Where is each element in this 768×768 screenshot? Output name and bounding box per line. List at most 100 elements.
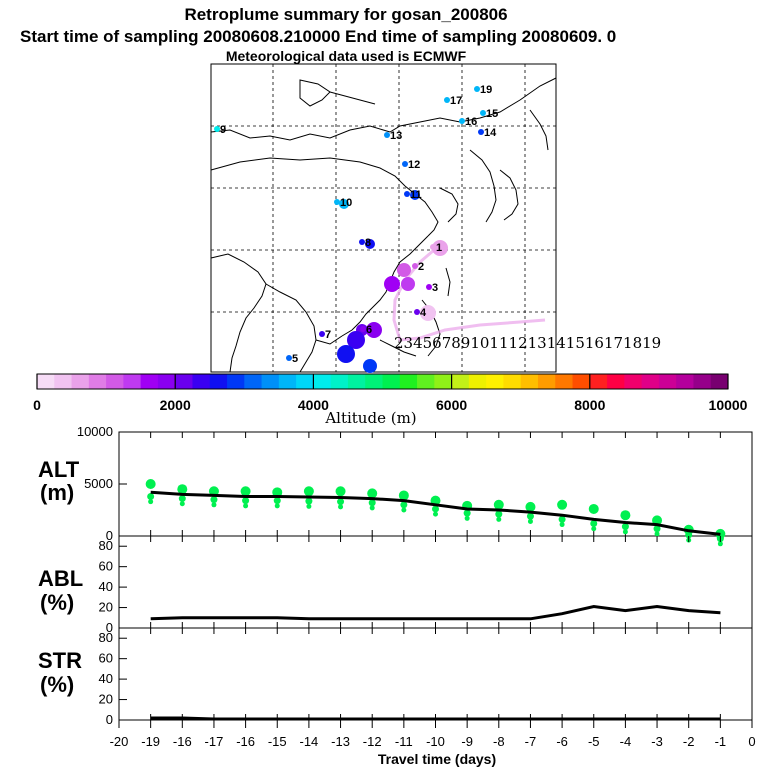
- met-data-source: Meteorological data used is ECMWF: [226, 48, 467, 64]
- y-tick-label: 40: [99, 579, 113, 594]
- map-day-label: 15: [486, 108, 498, 120]
- colorbar-swatch: [88, 374, 107, 389]
- alt-cluster-point: [685, 531, 693, 539]
- colorbar-swatch: [399, 374, 418, 389]
- series-line: [150, 716, 721, 721]
- alt-cluster-point: [559, 522, 565, 528]
- alt-cluster-point: [179, 501, 185, 507]
- alt-panel-name: ALT (m): [38, 457, 80, 505]
- alt-cluster-point: [338, 504, 344, 510]
- colorbar-tick-label: 6000: [436, 397, 467, 413]
- plume-point: [339, 199, 349, 209]
- x-tick-label: 0: [748, 734, 755, 749]
- map-day-marker: [214, 126, 220, 132]
- map-day-marker: [384, 132, 390, 138]
- colorbar-swatch: [313, 374, 332, 389]
- plume-point: [420, 305, 436, 321]
- map-day-marker: [459, 118, 465, 124]
- alt-cluster-point: [242, 497, 250, 505]
- map-day-marker: [412, 263, 418, 269]
- map-day-marker: [334, 199, 340, 205]
- colorbar-swatch: [537, 374, 556, 389]
- map-day-label: 13: [390, 130, 402, 142]
- plume-point: [337, 345, 355, 363]
- alt-cluster-point: [591, 526, 597, 532]
- colorbar-swatch: [365, 374, 383, 389]
- alt-cluster-point: [178, 495, 186, 503]
- colorbar-swatch: [382, 374, 401, 389]
- alt-title: ALT: [38, 457, 80, 482]
- colorbar-swatch: [520, 374, 539, 389]
- colorbar-swatch: [417, 374, 435, 389]
- x-tick-label: -20: [110, 734, 129, 749]
- abl-title: ABL: [38, 566, 83, 591]
- x-tick-label: -17: [205, 734, 224, 749]
- plume-point: [363, 359, 377, 373]
- alt-cluster-point: [243, 503, 249, 509]
- alt-cluster-point: [588, 503, 599, 514]
- altitude-colorbar: [36, 373, 729, 390]
- plume-point: [401, 277, 415, 291]
- map-day-label: 10: [340, 197, 352, 209]
- x-tick-label: -4: [620, 734, 632, 749]
- y-tick-label: 80: [99, 538, 113, 553]
- y-tick-label: 60: [99, 651, 113, 666]
- map-day-label: 7: [325, 329, 331, 341]
- map-day-marker: [402, 161, 408, 167]
- plume-cluster-points: [337, 190, 448, 373]
- colorbar-swatch: [607, 374, 625, 389]
- alt-cluster-point: [557, 499, 568, 510]
- alt-cluster-point: [208, 486, 219, 497]
- alt-cluster-point: [240, 486, 251, 497]
- colorbar-tick-label: 8000: [574, 397, 605, 413]
- colorbar-swatch: [140, 374, 159, 389]
- alt-cluster-point: [621, 523, 629, 531]
- alt-cluster-point: [652, 515, 663, 526]
- colorbar-swatch: [555, 374, 574, 389]
- map-day-label: 17: [450, 95, 462, 107]
- alt-cluster-point: [211, 502, 217, 508]
- x-tick-label: -5: [588, 734, 600, 749]
- alt-cluster-point: [653, 525, 661, 533]
- str-plot-frame: [118, 627, 753, 721]
- series-line: [150, 604, 721, 621]
- y-tick-label: 10000: [77, 424, 113, 439]
- colorbar-swatch: [278, 374, 297, 389]
- map-day-marker: [480, 110, 486, 116]
- alt-cluster-point: [306, 503, 312, 509]
- x-tick-label: -10: [426, 734, 445, 749]
- colorbar-ticks: 0 2000 4000 6000 8000 10000: [33, 374, 748, 413]
- alt-cluster-point: [145, 479, 156, 489]
- alt-cluster-point: [401, 507, 407, 513]
- colorbar-swatch: [209, 374, 228, 389]
- colorbar-swatch: [330, 374, 349, 389]
- x-tick-label: -11: [395, 734, 413, 749]
- str-unit: (%): [40, 672, 74, 697]
- x-tick-label: -1: [715, 734, 727, 749]
- map-day-label: 1: [436, 242, 442, 254]
- y-tick-label: 80: [99, 630, 113, 645]
- colorbar-swatch: [54, 374, 73, 389]
- plume-point: [410, 190, 420, 200]
- colorbar-tick-label: 2000: [160, 397, 191, 413]
- map-day-label: 14: [484, 127, 497, 139]
- x-tick-label: -16: [236, 734, 255, 749]
- alt-cluster-point: [590, 520, 598, 528]
- map-day-label: 8: [365, 237, 371, 249]
- alt-cluster-point: [527, 518, 533, 524]
- alt-cluster-point: [463, 509, 471, 517]
- colorbar-swatch: [434, 374, 453, 389]
- map-day-marker: [474, 86, 480, 92]
- alt-cluster-point: [495, 510, 503, 518]
- map-day-label: 4: [420, 307, 427, 319]
- colorbar-label: Altitude (m): [324, 409, 416, 427]
- x-tick-label: -6: [556, 734, 568, 749]
- x-axis: -20 -19 -16 -17 -16 -15 -14 -13 -12 -11 -10 -9 -8 -7-…: [110, 720, 756, 749]
- x-tick-label: -12: [363, 734, 382, 749]
- colorbar-swatch: [710, 374, 729, 389]
- colorbar-swatch: [589, 374, 608, 389]
- series-line: [150, 490, 721, 536]
- map-day-marker: [360, 326, 366, 332]
